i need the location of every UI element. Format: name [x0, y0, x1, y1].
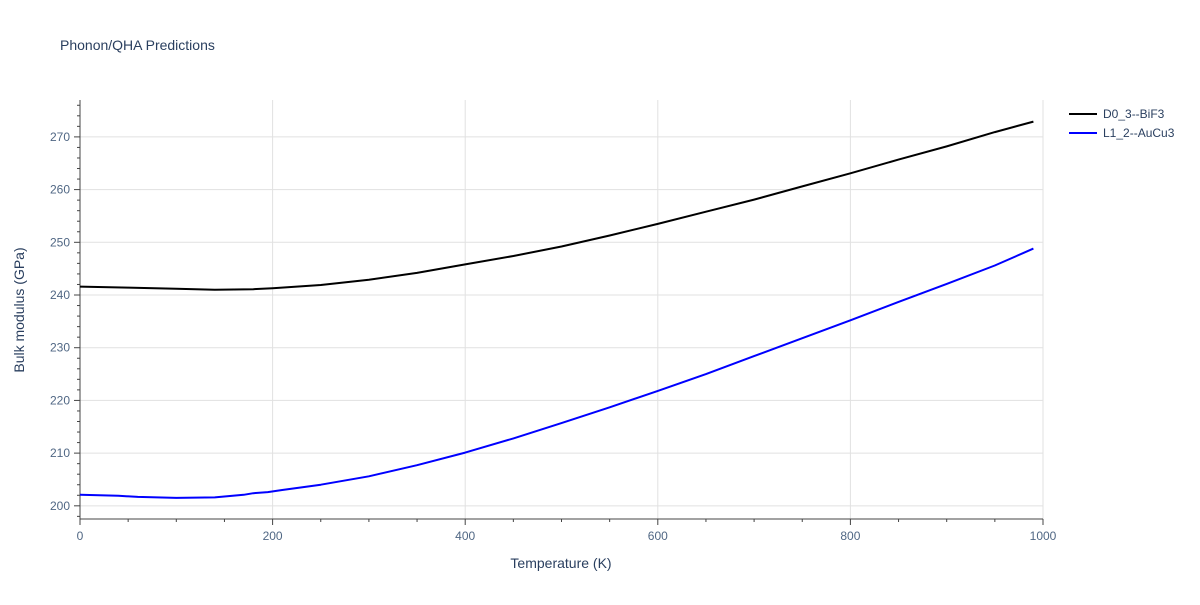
- chart-title: Phonon/QHA Predictions: [60, 37, 215, 53]
- legend-label: D0_3--BiF3: [1103, 107, 1165, 121]
- x-tick-label: 600: [648, 529, 668, 543]
- y-tick-label: 230: [50, 341, 70, 355]
- x-tick-label: 0: [77, 529, 84, 543]
- y-tick-label: 200: [50, 499, 70, 513]
- x-tick-label: 400: [455, 529, 475, 543]
- y-tick-label: 250: [50, 235, 70, 249]
- x-axis-label: Temperature (K): [510, 555, 611, 571]
- x-tick-label: 800: [840, 529, 860, 543]
- x-tick-label: 1000: [1030, 529, 1057, 543]
- axes: 0 200 400 600 800 1000 200 210 220 230 240 250 260 27…: [50, 100, 1057, 543]
- y-tick-label: 220: [50, 393, 70, 407]
- y-tick-label: 210: [50, 446, 70, 460]
- series-lines: [79, 120, 1034, 499]
- y-tick-label: 270: [50, 130, 70, 144]
- y-axis-label: Bulk modulus (GPa): [11, 247, 27, 372]
- x-tick-label: 200: [263, 529, 283, 543]
- y-tick-label: 240: [50, 288, 70, 302]
- legend[interactable]: D0_3--BiF3 L1_2--AuCu3: [1069, 107, 1175, 140]
- y-tick-label: 260: [50, 183, 70, 197]
- legend-label: L1_2--AuCu3: [1103, 126, 1175, 140]
- grid-lines: [79, 100, 1044, 519]
- series-line-1: [79, 120, 1034, 291]
- series-line-2: [79, 247, 1034, 499]
